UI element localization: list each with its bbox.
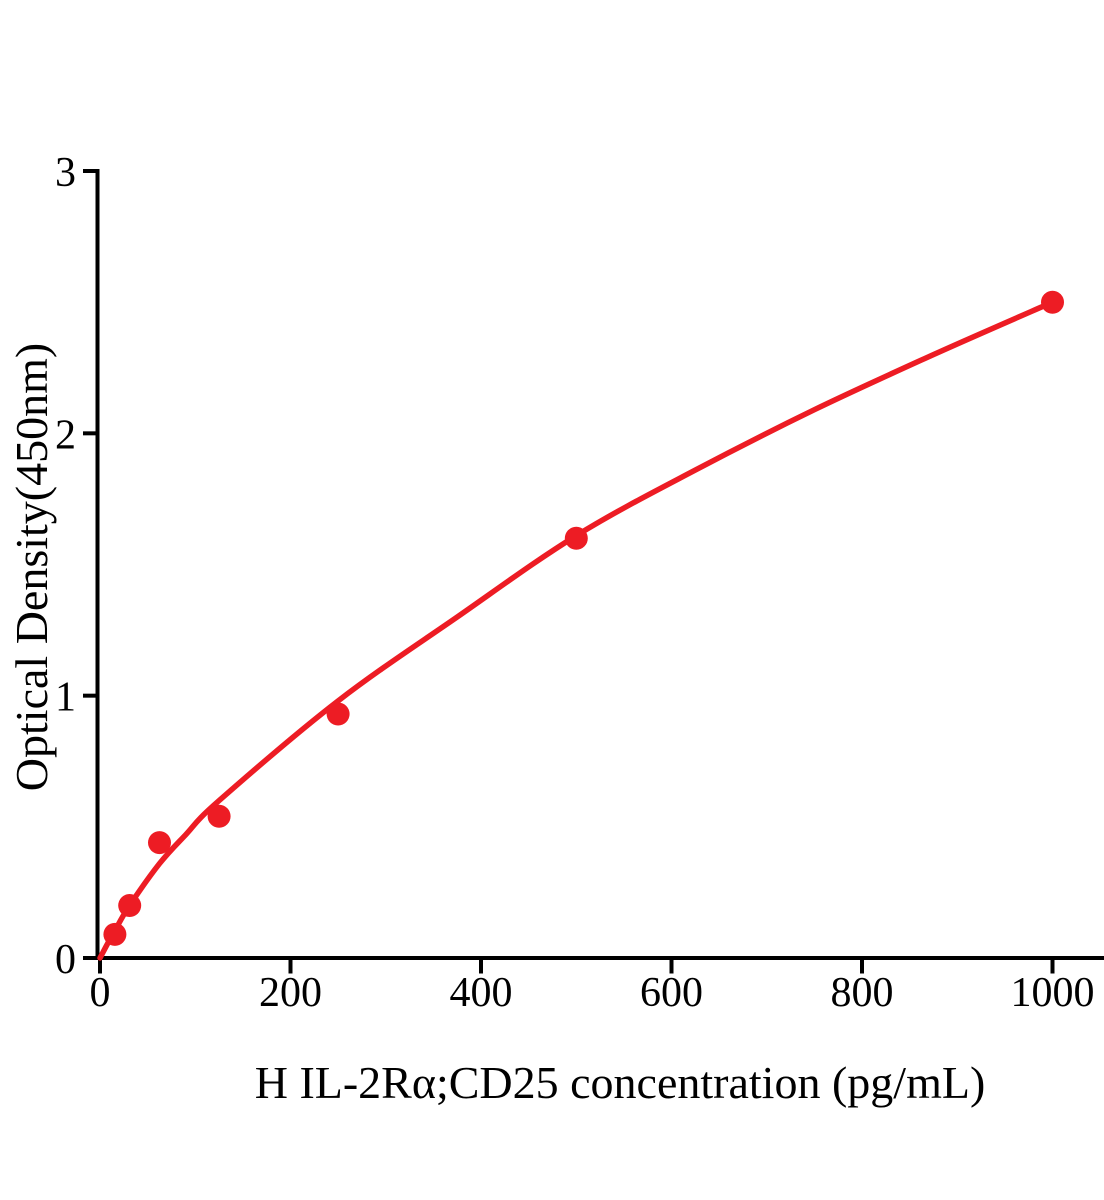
x-tick-label: 800 bbox=[831, 970, 894, 1016]
x-axis-title: H IL-2Rα;CD25 concentration (pg/mL) bbox=[255, 1057, 986, 1108]
data-points bbox=[103, 290, 1064, 946]
x-tick-label: 1000 bbox=[1011, 970, 1095, 1016]
y-tick-label: 0 bbox=[55, 937, 76, 983]
x-tick-label: 200 bbox=[259, 970, 322, 1016]
axis-ticks bbox=[83, 169, 1055, 974]
axes bbox=[95, 169, 1104, 960]
y-tick-label: 2 bbox=[55, 412, 76, 458]
fitted-curve-line bbox=[97, 299, 1056, 961]
y-axis-title: Optical Density(450nm) bbox=[6, 343, 57, 791]
y-tick-label: 1 bbox=[55, 675, 76, 721]
data-point-1000 bbox=[1041, 290, 1064, 314]
x-tick-label: 0 bbox=[90, 970, 111, 1016]
data-point-15.6 bbox=[103, 922, 127, 946]
data-point-500 bbox=[564, 526, 588, 550]
y-tick-label: 3 bbox=[55, 150, 76, 196]
x-tick-label: 400 bbox=[450, 970, 513, 1016]
data-point-250 bbox=[326, 702, 350, 726]
data-point-62.5 bbox=[148, 831, 171, 855]
x-tick-label: 600 bbox=[640, 970, 703, 1016]
data-point-125 bbox=[207, 804, 231, 828]
data-point-31.2 bbox=[118, 894, 142, 917]
axis-tick-labels: 0 1 2 3 0 200 400 600 800 1000 bbox=[55, 150, 1095, 1016]
